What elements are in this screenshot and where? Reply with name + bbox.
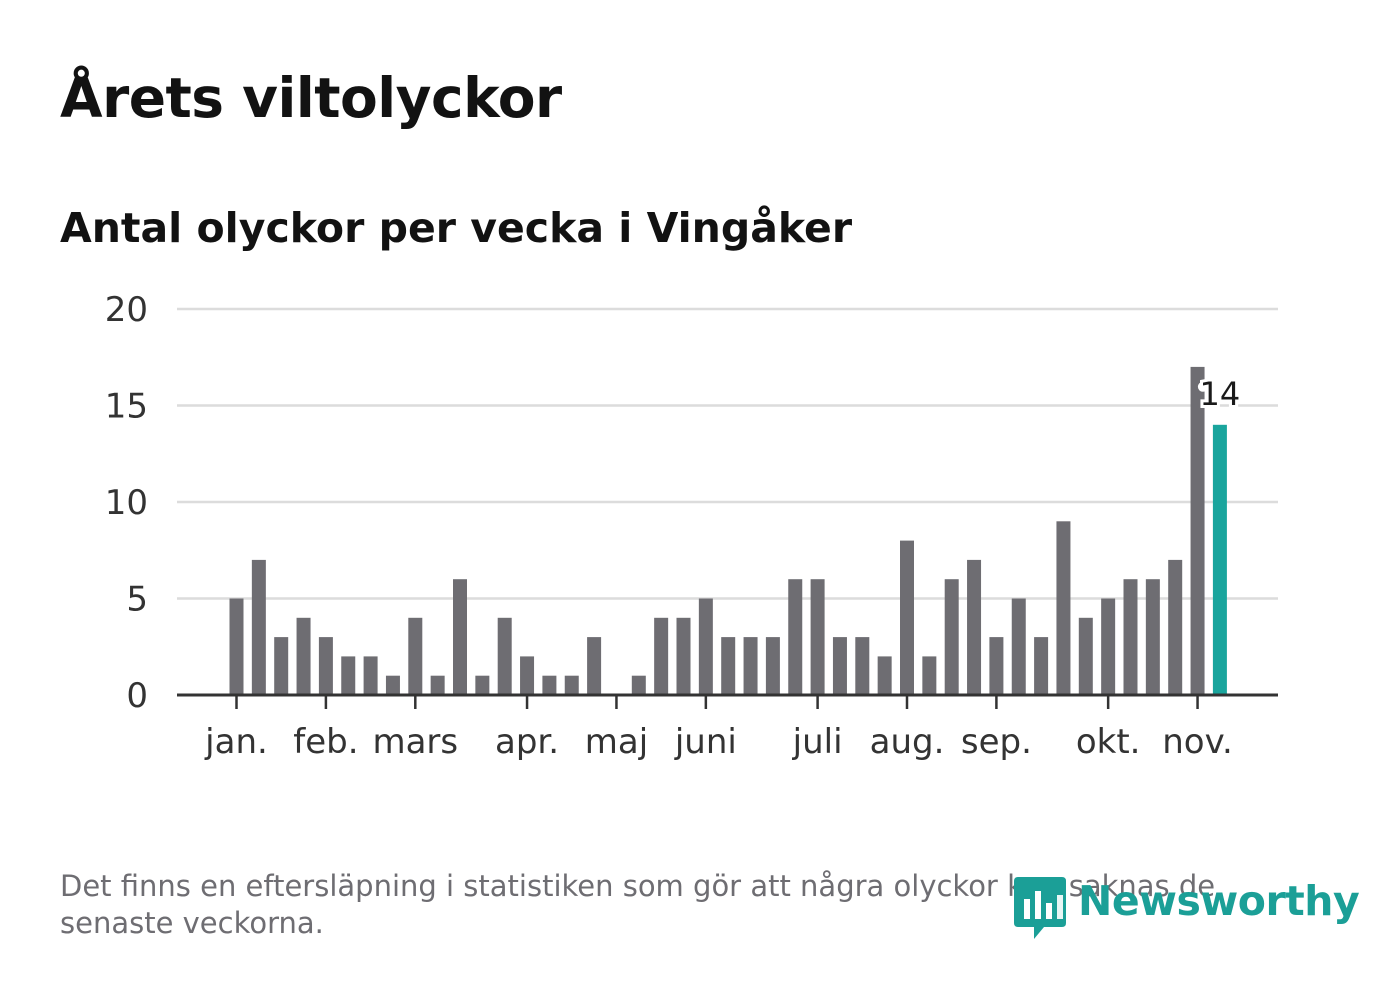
bar-week-10 — [430, 675, 445, 695]
bar-week-26 — [788, 579, 803, 695]
bar-week-1 — [229, 598, 244, 695]
newsworthy-logo-icon — [1014, 877, 1066, 939]
data-labels: 14 — [1197, 372, 1244, 416]
x-tick-label-maj: maj — [585, 722, 648, 762]
bar-week-4 — [296, 617, 311, 695]
bar-week-17 — [587, 637, 602, 695]
brand-logo: Newsworthy — [1010, 873, 1360, 943]
highlight-value-label: 14 — [1200, 375, 1241, 413]
highlight-label-dot — [1197, 381, 1208, 392]
gridlines — [177, 307, 1278, 600]
bar-week-29 — [855, 637, 870, 695]
bar-week-27 — [810, 579, 825, 695]
bar-week-38 — [1056, 521, 1071, 695]
bar-week-9 — [408, 617, 423, 695]
bars — [229, 366, 1227, 695]
bar-week-2 — [251, 559, 266, 695]
y-tick-label-20: 20 — [105, 290, 148, 330]
bar-week-7 — [363, 656, 378, 695]
bar-week-42 — [1145, 579, 1160, 695]
bar-week-6 — [341, 656, 356, 695]
bar-week-25 — [765, 637, 780, 695]
y-tick-label-0: 0 — [126, 676, 148, 716]
bar-week-43 — [1168, 559, 1183, 695]
bar-week-23 — [721, 637, 736, 695]
y-axis-ticks: 0 5 10 15 20 — [105, 290, 148, 716]
bar-week-21 — [676, 617, 691, 695]
bar-week-8 — [385, 675, 400, 695]
bar-week-20 — [654, 617, 669, 695]
brand-name: Newsworthy — [1078, 877, 1360, 925]
bar-week-28 — [832, 637, 847, 695]
bar-week-39 — [1078, 617, 1093, 695]
x-tick-label-feb.: feb. — [293, 722, 358, 762]
bar-week-24 — [743, 637, 758, 695]
bar-week-44 — [1190, 366, 1205, 695]
bar-week-14 — [520, 656, 535, 695]
x-tick-label-mars: mars — [372, 722, 458, 762]
bar-week-15 — [542, 675, 557, 695]
chart-subtitle: Antal olyckor per vecka i Vingåker — [60, 204, 853, 252]
x-tick-label-okt.: okt. — [1076, 722, 1141, 762]
bar-week-41 — [1123, 579, 1138, 695]
bar-week-11 — [453, 579, 467, 695]
bar-week-36 — [1011, 598, 1026, 695]
x-tick-label-nov.: nov. — [1162, 722, 1233, 762]
bar-week-32 — [922, 656, 937, 695]
bar-week-5 — [318, 637, 333, 695]
bar-week-30 — [877, 656, 892, 695]
bar-week-33 — [944, 579, 959, 695]
bar-week-3 — [274, 637, 289, 695]
bar-week-37 — [1034, 637, 1049, 695]
y-tick-label-15: 15 — [105, 387, 148, 427]
bar-week-34 — [967, 559, 982, 695]
x-tick-label-sep.: sep. — [961, 722, 1032, 762]
x-axis-ticks: jan. feb. mars apr. maj juni juli aug. sep. okt. n… — [204, 695, 1233, 762]
bar-week-22 — [698, 598, 713, 695]
bar-week-31 — [900, 540, 914, 695]
x-tick-label-jan.: jan. — [204, 722, 268, 762]
x-tick-label-aug.: aug. — [870, 722, 945, 762]
bar-week-13 — [497, 617, 512, 695]
bar-week-19 — [631, 675, 646, 695]
x-tick-label-apr.: apr. — [495, 722, 559, 762]
y-tick-label-10: 10 — [105, 483, 148, 523]
x-tick-label-juni: juni — [674, 722, 737, 762]
bar-week-16 — [564, 675, 579, 695]
bar-week-35 — [989, 637, 1004, 695]
y-tick-label-5: 5 — [126, 580, 148, 620]
chart-title: Årets viltolyckor — [60, 66, 562, 130]
bar-week-40 — [1101, 598, 1116, 695]
bar-week-45 — [1212, 424, 1227, 695]
x-tick-label-juli: juli — [792, 722, 843, 762]
bar-week-12 — [475, 675, 490, 695]
